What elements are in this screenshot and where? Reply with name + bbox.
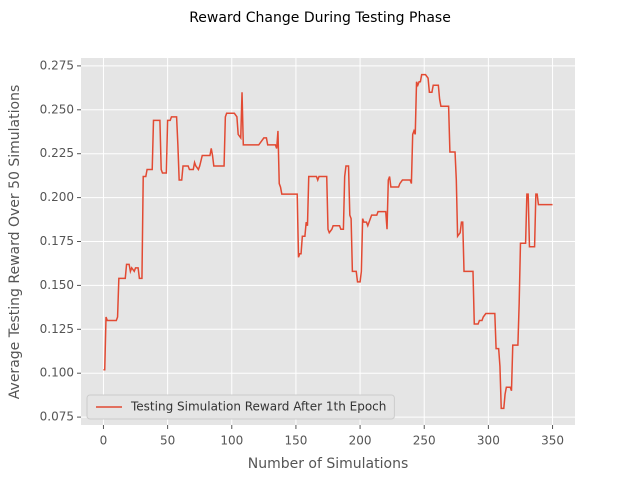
x-tick-label: 150 <box>284 434 307 448</box>
x-tick-label: 300 <box>477 434 500 448</box>
y-tick-label: 0.225 <box>40 146 74 160</box>
marks <box>103 73 553 410</box>
legend-label: Testing Simulation Reward After 1th Epoc… <box>130 400 386 414</box>
y-tick-label: 0.275 <box>40 58 74 72</box>
x-tick-label: 250 <box>413 434 436 448</box>
legend: Testing Simulation Reward After 1th Epoc… <box>86 394 395 420</box>
y-tick-label: 0.250 <box>40 102 74 116</box>
x-tick-label: 200 <box>349 434 372 448</box>
chart-title: Reward Change During Testing Phase <box>189 10 451 26</box>
y-tick-label: 0.100 <box>40 366 74 380</box>
y-tick-label: 0.075 <box>40 410 74 424</box>
series-line <box>103 73 553 410</box>
x-tick-label: 0 <box>100 434 108 448</box>
legend-box <box>86 394 395 420</box>
y-tick-label: 0.125 <box>40 322 74 336</box>
x-tick-label: 100 <box>220 434 243 448</box>
x-tick-label: 50 <box>160 434 175 448</box>
y-tick-label: 0.200 <box>40 190 74 204</box>
y-tick-label: 0.150 <box>40 278 74 292</box>
y-axis-label: Average Testing Reward Over 50 Simulatio… <box>7 85 23 399</box>
grid: 0 50 100 150 200 250 300 350 0.075 0.100 0.125 0.15… <box>40 58 575 448</box>
x-tick-label: 350 <box>541 434 564 448</box>
y-tick-label: 0.175 <box>40 234 74 248</box>
x-axis-label: Number of Simulations <box>248 456 409 472</box>
